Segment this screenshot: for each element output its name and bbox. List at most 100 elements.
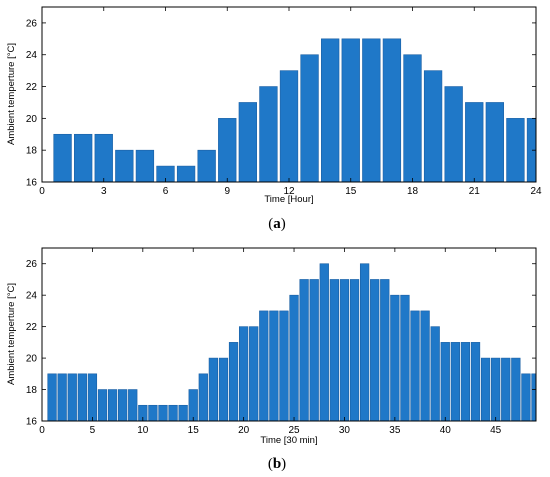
x-tick-label: 0 xyxy=(39,425,45,436)
bar-b-39 xyxy=(430,326,440,422)
bar-b-24 xyxy=(279,310,289,422)
bar-a-19 xyxy=(423,70,443,183)
bar-b-18 xyxy=(218,357,229,422)
panel-label-b: (b) xyxy=(268,456,286,472)
y-ticks-a: 16 18 20 22 24 26 xyxy=(26,18,536,189)
x-tick-label: 24 xyxy=(530,186,542,197)
y-tick-label: 20 xyxy=(26,354,38,365)
plot-frame-b xyxy=(41,247,537,422)
bar-a-2 xyxy=(74,133,93,183)
bar-b-15 xyxy=(188,389,198,422)
x-tick-label: 25 xyxy=(288,425,300,436)
bar-a-16 xyxy=(362,38,381,183)
bar-b-21 xyxy=(249,326,259,422)
bar-b-12 xyxy=(158,404,168,422)
bar-b-32 xyxy=(359,263,370,422)
bar-a-20 xyxy=(444,86,463,183)
bar-b-38 xyxy=(420,310,430,422)
x-tick-label: 45 xyxy=(490,425,502,436)
x-axis-label-a: Time [Hour] xyxy=(264,194,313,205)
bar-b-9 xyxy=(128,389,138,422)
x-tick-label: 18 xyxy=(407,186,419,197)
bar-b-48 xyxy=(521,373,531,422)
bar-a-18 xyxy=(403,54,422,183)
bar-series-b xyxy=(47,263,537,422)
bar-b-34 xyxy=(380,279,390,422)
bar-b-31 xyxy=(349,279,360,422)
bar-b-27 xyxy=(309,279,319,422)
bar-a-14 xyxy=(321,38,340,183)
bar-b-28 xyxy=(319,263,329,422)
x-tick-label: 10 xyxy=(137,425,149,436)
x-tick-label: 35 xyxy=(389,425,401,436)
x-tick-label: 30 xyxy=(339,425,351,436)
y-tick-label: 24 xyxy=(26,291,38,302)
bar-b-29 xyxy=(329,279,340,422)
panel-label-a-letter: a xyxy=(273,216,281,232)
x-tick-label: 9 xyxy=(224,186,230,197)
x-tick-label: 3 xyxy=(101,186,107,197)
x-ticks-b: 0 5 10 15 20 25 30 35 40 45 xyxy=(39,248,502,436)
bar-a-12 xyxy=(279,70,299,183)
x-tick-label: 15 xyxy=(345,186,357,197)
bar-a-17 xyxy=(382,38,402,183)
bar-b-1 xyxy=(47,373,57,422)
x-tick-label: 5 xyxy=(90,425,96,436)
bar-b-20 xyxy=(238,326,249,422)
bar-a-4 xyxy=(115,149,134,183)
bar-b-33 xyxy=(370,279,380,422)
bar-b-26 xyxy=(299,279,309,422)
y-tick-label: 26 xyxy=(26,18,38,29)
bar-b-5 xyxy=(87,373,98,422)
bar-series-a xyxy=(53,38,537,183)
y-tick-label: 16 xyxy=(26,417,38,428)
bar-a-8 xyxy=(197,149,216,183)
bar-a-5 xyxy=(135,149,155,183)
bar-b-49 xyxy=(531,373,537,422)
bar-a-23 xyxy=(506,118,525,183)
bar-a-22 xyxy=(485,102,504,183)
y-tick-label: 26 xyxy=(26,259,38,270)
bar-b-17 xyxy=(208,357,219,422)
x-ticks-a: 0 3 6 9 12 15 18 21 24 xyxy=(39,7,542,197)
bar-a-15 xyxy=(341,38,360,183)
y-tick-label: 16 xyxy=(26,178,38,189)
bar-b-14 xyxy=(178,404,188,422)
x-tick-label: 20 xyxy=(238,425,250,436)
bar-b-44 xyxy=(480,357,491,422)
y-tick-label: 22 xyxy=(26,82,38,93)
x-tick-label: 40 xyxy=(440,425,452,436)
bar-b-11 xyxy=(148,404,158,422)
x-tick-label: 6 xyxy=(163,186,169,197)
bar-b-47 xyxy=(511,357,521,422)
bar-b-19 xyxy=(228,342,239,422)
x-tick-label: 0 xyxy=(39,186,45,197)
x-tick-label: 15 xyxy=(188,425,200,436)
bar-b-41 xyxy=(450,342,460,422)
bar-b-13 xyxy=(168,404,178,422)
bar-b-4 xyxy=(77,373,87,422)
y-axis-label-b: Ambient temperture [°C] xyxy=(6,283,17,385)
bar-b-42 xyxy=(460,342,471,422)
y-tick-label: 20 xyxy=(26,114,38,125)
bar-a-7 xyxy=(176,165,196,183)
bar-a-9 xyxy=(218,118,237,183)
x-tick-label: 21 xyxy=(469,186,481,197)
bar-b-25 xyxy=(289,294,299,422)
panel-label-b-letter: b xyxy=(273,456,281,472)
bar-b-23 xyxy=(269,310,279,422)
panel-label-a: (a) xyxy=(268,216,286,232)
bar-b-3 xyxy=(67,373,77,422)
bar-b-46 xyxy=(501,357,511,422)
y-axis-label-a: Ambient temperture [°C] xyxy=(6,43,17,145)
bar-a-3 xyxy=(94,133,113,183)
bar-b-43 xyxy=(470,342,481,422)
bar-a-11 xyxy=(259,86,278,183)
bar-a-21 xyxy=(465,102,484,183)
y-ticks-b: 16 18 20 22 24 26 xyxy=(26,259,536,428)
y-tick-label: 24 xyxy=(26,50,38,61)
bar-b-35 xyxy=(390,294,400,422)
x-axis-label-b: Time [30 min] xyxy=(260,435,317,446)
